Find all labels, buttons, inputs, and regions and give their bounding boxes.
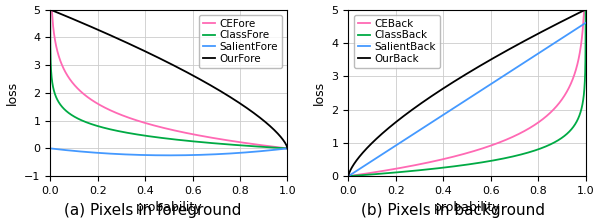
OurBack xyxy=(436,90,443,92)
OurBack xyxy=(345,175,352,178)
Line: ClassFore: ClassFore xyxy=(50,9,287,148)
SalientBack xyxy=(386,148,393,151)
OurBack xyxy=(446,83,453,86)
CEFore xyxy=(284,147,291,150)
ClassBack xyxy=(552,141,559,143)
CEBack xyxy=(386,169,393,171)
CEBack xyxy=(436,159,443,161)
OurFore xyxy=(279,138,286,141)
SalientBack xyxy=(577,25,584,27)
ClassFore xyxy=(148,135,155,138)
ClassBack xyxy=(345,175,352,178)
SalientFore xyxy=(165,154,172,157)
Line: CEBack: CEBack xyxy=(349,9,586,176)
ClassFore xyxy=(88,123,95,125)
Line: OurBack: OurBack xyxy=(349,9,586,176)
ClassFore xyxy=(74,117,81,120)
OurFore xyxy=(137,48,145,51)
OurFore xyxy=(74,20,81,22)
OurFore xyxy=(47,8,54,11)
SalientBack xyxy=(345,175,352,178)
SalientBack xyxy=(552,41,559,44)
ClassBack xyxy=(436,167,443,169)
ClassBack xyxy=(582,8,589,11)
SalientFore xyxy=(284,147,291,150)
SalientFore xyxy=(47,147,54,150)
CEFore xyxy=(47,8,54,11)
ClassBack xyxy=(446,166,453,168)
OurBack xyxy=(552,23,559,26)
CEBack xyxy=(577,44,584,47)
CEBack xyxy=(582,8,589,11)
ClassFore xyxy=(284,147,291,150)
OurFore xyxy=(284,147,291,150)
OurFore xyxy=(254,114,261,117)
CEBack xyxy=(580,8,587,11)
SalientFore xyxy=(279,148,286,150)
CEBack xyxy=(345,175,352,178)
Text: (a) Pixels in foreground: (a) Pixels in foreground xyxy=(64,203,242,218)
OurBack xyxy=(386,126,393,129)
SalientFore xyxy=(74,150,81,152)
OurBack xyxy=(577,11,584,13)
CEFore xyxy=(254,143,261,146)
ClassFore xyxy=(47,8,54,11)
Legend: CEFore, ClassFore, SalientFore, OurFore: CEFore, ClassFore, SalientFore, OurFore xyxy=(199,15,282,68)
CEFore xyxy=(148,123,155,126)
CEFore xyxy=(279,147,286,149)
Y-axis label: loss: loss xyxy=(5,81,19,105)
Line: SalientFore: SalientFore xyxy=(50,148,287,155)
SalientFore xyxy=(148,154,155,156)
ClassBack xyxy=(372,173,379,176)
SalientBack xyxy=(436,116,443,119)
CEBack xyxy=(372,171,379,173)
OurBack xyxy=(372,138,379,141)
SalientBack xyxy=(446,109,453,112)
Line: CEFore: CEFore xyxy=(50,9,287,148)
Legend: CEBack, ClassBack, SalientBack, OurBack: CEBack, ClassBack, SalientBack, OurBack xyxy=(353,15,440,68)
OurFore xyxy=(148,53,155,56)
SalientFore xyxy=(254,150,261,153)
Text: (b) Pixels in background: (b) Pixels in background xyxy=(361,203,545,218)
Line: OurFore: OurFore xyxy=(50,9,287,148)
X-axis label: probability: probability xyxy=(136,202,202,214)
ClassFore xyxy=(137,134,145,136)
X-axis label: probability: probability xyxy=(434,202,500,214)
CEBack xyxy=(446,156,453,159)
ClassBack xyxy=(386,172,393,174)
CEFore xyxy=(74,87,81,89)
SalientBack xyxy=(582,22,589,24)
Line: ClassBack: ClassBack xyxy=(349,9,586,176)
OurFore xyxy=(88,26,95,28)
SalientBack xyxy=(372,157,379,160)
ClassFore xyxy=(279,147,286,149)
CEFore xyxy=(88,98,95,101)
ClassFore xyxy=(254,145,261,148)
CEBack xyxy=(552,106,559,109)
SalientFore xyxy=(88,151,95,154)
Line: SalientBack: SalientBack xyxy=(349,23,586,176)
OurBack xyxy=(582,8,589,11)
CEFore xyxy=(137,121,145,123)
SalientFore xyxy=(137,154,145,156)
Y-axis label: loss: loss xyxy=(313,81,326,105)
ClassBack xyxy=(577,109,584,112)
